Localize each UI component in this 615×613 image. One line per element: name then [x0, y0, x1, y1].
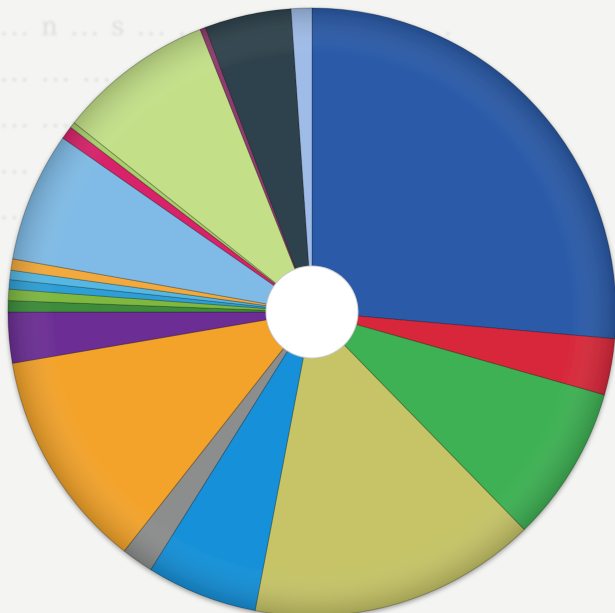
donut-hole	[265, 265, 359, 359]
